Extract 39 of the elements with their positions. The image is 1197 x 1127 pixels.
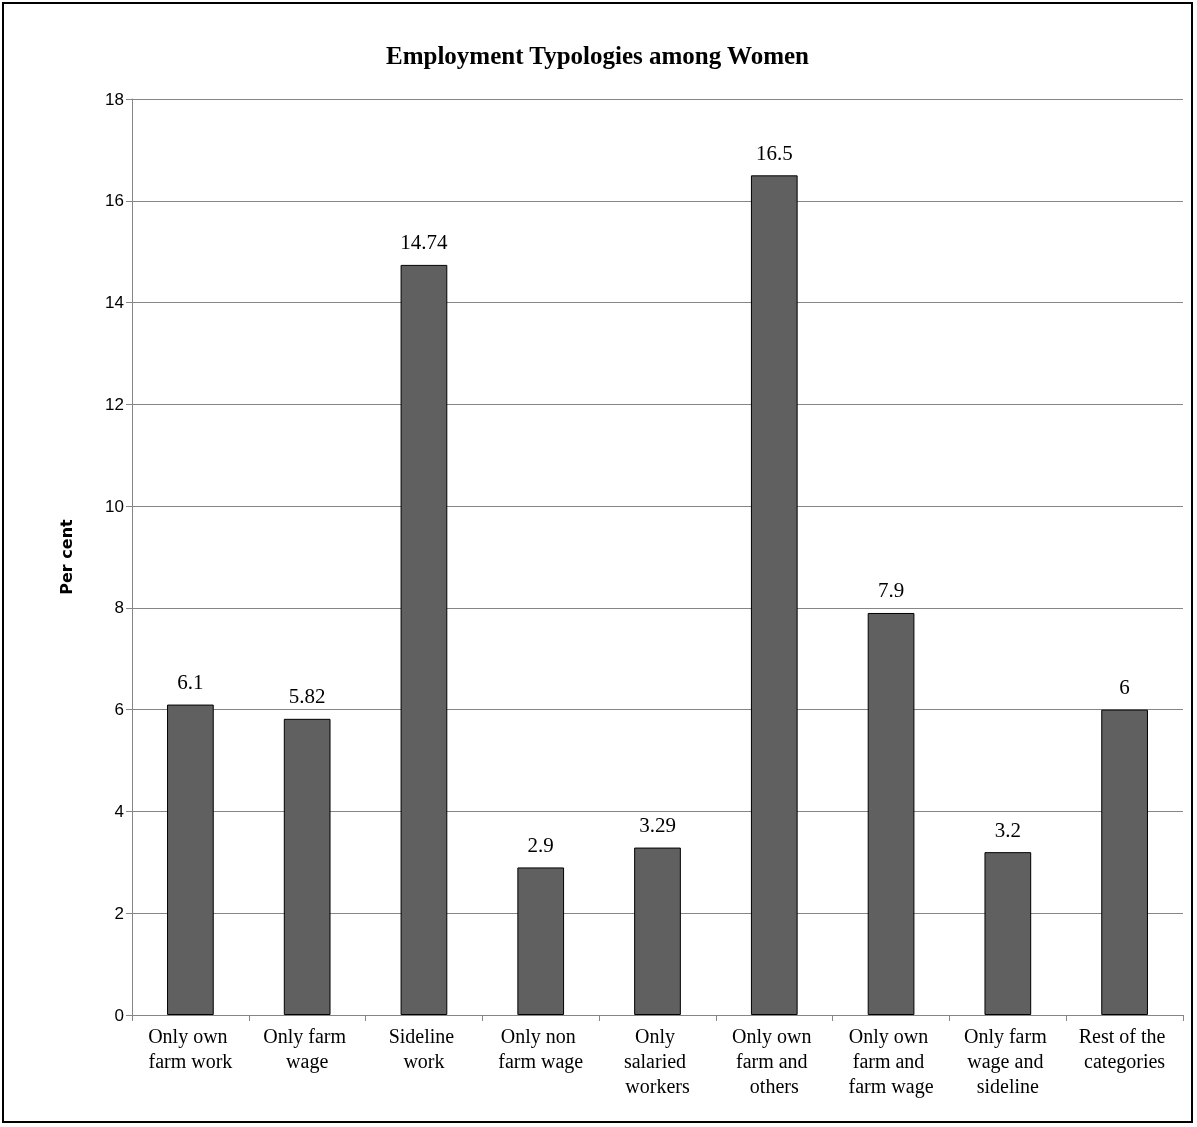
bar: [167, 704, 214, 1015]
bar: [867, 612, 915, 1015]
y-tick-label: 14: [105, 293, 124, 313]
bar: [634, 847, 681, 1015]
bar: [400, 264, 448, 1015]
y-tick-label: 18: [105, 89, 124, 109]
data-label: 16.5: [755, 140, 793, 165]
x-tick-label: Only salaried workers: [623, 1024, 692, 1097]
x-tick-label: Only farm wage and sideline: [963, 1024, 1052, 1097]
bar: [984, 852, 1032, 1015]
x-tick-label: Only own farm work: [148, 1024, 233, 1072]
y-tick-label: 0: [114, 1005, 124, 1025]
data-label: 2.9: [527, 832, 554, 857]
bar: [517, 867, 565, 1015]
y-tick-label: 4: [114, 801, 124, 821]
y-tick-label: 8: [114, 598, 124, 618]
data-label: 3.29: [639, 813, 676, 838]
data-label: 7.9: [877, 578, 905, 603]
x-tick-label: Only own farm and farm wage: [848, 1024, 934, 1098]
y-tick-label: 10: [105, 496, 124, 516]
y-tick-label: 16: [105, 191, 124, 211]
x-tick-label: Sideline work: [388, 1024, 460, 1072]
y-axis-title: Per cent: [56, 518, 76, 595]
data-label: 14.74: [400, 230, 449, 255]
data-label: 5.82: [288, 684, 326, 709]
y-tick-label: 12: [105, 394, 124, 414]
x-tick-label: Only own farm and others: [732, 1024, 817, 1097]
x-tick-label: Rest of the categories: [1078, 1024, 1171, 1073]
bar: [1101, 709, 1148, 1015]
x-tick-label: Only non farm wage: [498, 1024, 584, 1073]
y-tick-label: 6: [114, 700, 124, 720]
x-tick-label: Only farm wage: [263, 1024, 352, 1073]
chart-title: Employment Typologies among Women: [386, 42, 810, 69]
data-label: 6.1: [177, 670, 204, 695]
bar: [750, 175, 798, 1015]
data-label: 6: [1119, 675, 1130, 700]
y-tick-label: 2: [114, 903, 124, 923]
bar: [283, 718, 331, 1015]
data-label: 3.2: [994, 817, 1021, 842]
